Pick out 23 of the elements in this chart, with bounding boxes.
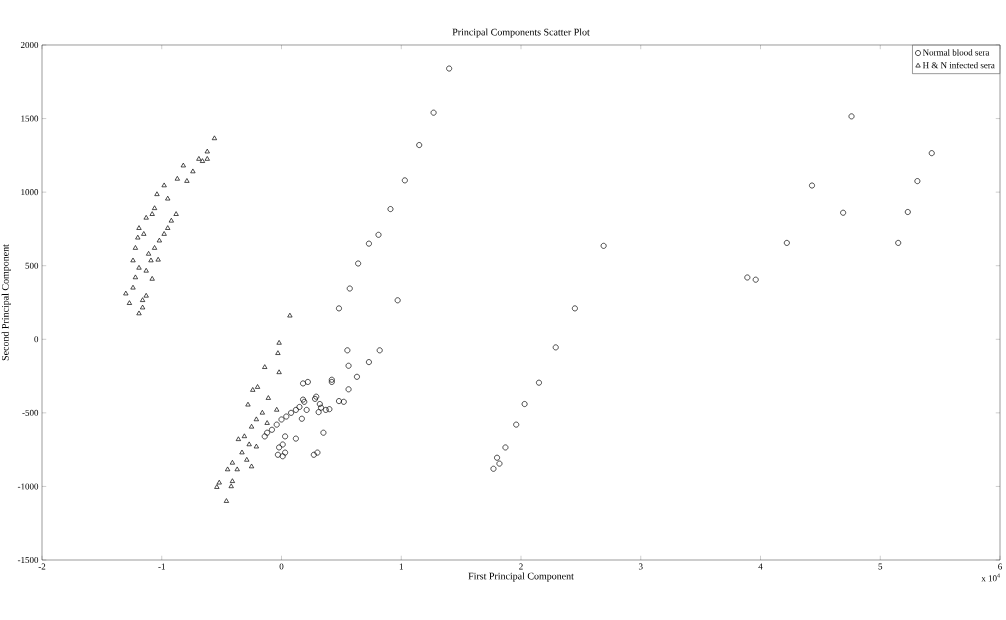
y-tick-label: -500 xyxy=(22,409,39,416)
y-axis-title: Second Principal Component xyxy=(1,244,11,361)
x-tick-label: 3 xyxy=(638,563,643,570)
y-tick-label: -1500 xyxy=(17,556,39,564)
text: x 10$^{4}$ xyxy=(981,573,1000,582)
legend-label: Normal blood sera xyxy=(922,49,990,56)
y-tick-label: 0 xyxy=(34,336,39,343)
y-tick-label: 2000 xyxy=(20,41,39,49)
x-tick-label: 4 xyxy=(758,563,763,570)
y-tick-label: 500 xyxy=(25,262,39,269)
x-tick-label: -2 xyxy=(38,563,46,570)
y-tick-label: -1000 xyxy=(17,483,39,490)
y-tick-label: 1000 xyxy=(21,189,39,196)
x-axis-title: First Principal Component xyxy=(468,572,574,582)
legend-label: H & N infected sera xyxy=(922,61,995,69)
x-tick-label: 1 xyxy=(399,563,403,570)
x-tick-label: 6 xyxy=(998,563,1002,570)
x-tick-label: 5 xyxy=(878,563,883,570)
y-tick-label: 1500 xyxy=(21,115,39,122)
x-tick-label: 0 xyxy=(279,563,284,570)
x-tick-label: -1 xyxy=(158,563,165,570)
x-tick-label: 2 xyxy=(519,563,523,570)
chart-title: Principal Components Scatter Plot xyxy=(452,28,590,38)
